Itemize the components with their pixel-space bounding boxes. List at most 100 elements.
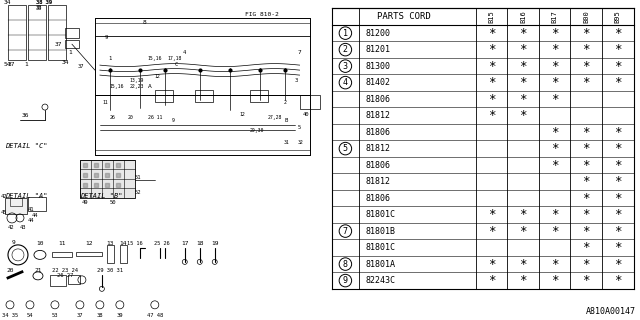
Text: DETAIL "C": DETAIL "C" <box>5 143 47 149</box>
Text: DETAIL "A": DETAIL "A" <box>5 193 47 199</box>
Text: *: * <box>551 43 558 56</box>
Text: 26 11: 26 11 <box>148 115 162 120</box>
Text: B15: B15 <box>488 10 495 23</box>
Text: *: * <box>614 142 621 155</box>
Text: *: * <box>614 27 621 40</box>
Text: 38 39: 38 39 <box>36 0 52 5</box>
Text: 33: 33 <box>36 5 42 10</box>
Text: 47 48: 47 48 <box>147 313 163 318</box>
Text: *: * <box>488 43 495 56</box>
Text: 9: 9 <box>12 240 16 245</box>
Text: 15,16: 15,16 <box>110 84 124 89</box>
Bar <box>8 5 26 60</box>
Text: B17: B17 <box>552 10 557 23</box>
Text: *: * <box>614 43 621 56</box>
Text: *: * <box>614 192 621 204</box>
Text: *: * <box>551 126 558 139</box>
Text: C: C <box>175 62 178 67</box>
Text: 37: 37 <box>8 62 15 67</box>
Text: *: * <box>551 159 558 172</box>
Text: *: * <box>551 208 558 221</box>
Bar <box>65 40 79 48</box>
Text: 34: 34 <box>62 60 69 65</box>
Text: 81402: 81402 <box>365 78 390 87</box>
Text: 18: 18 <box>196 241 204 246</box>
Text: 49: 49 <box>82 200 88 205</box>
Text: 26 27: 26 27 <box>57 273 73 278</box>
Bar <box>52 252 72 257</box>
Text: *: * <box>614 225 621 237</box>
Text: 42: 42 <box>8 225 15 230</box>
Text: 81801C: 81801C <box>365 243 395 252</box>
Text: 21: 21 <box>34 268 42 273</box>
Text: 4: 4 <box>343 78 348 87</box>
Text: *: * <box>614 175 621 188</box>
Bar <box>80 160 135 198</box>
Bar <box>120 245 127 263</box>
Text: *: * <box>488 109 495 122</box>
Text: 41: 41 <box>28 207 35 212</box>
Text: 81806: 81806 <box>365 161 390 170</box>
Text: 81806: 81806 <box>365 95 390 104</box>
Text: 29 30 31: 29 30 31 <box>97 268 123 273</box>
Text: B00: B00 <box>583 10 589 23</box>
Text: *: * <box>582 43 590 56</box>
Bar <box>10 198 22 206</box>
Text: 31: 31 <box>284 140 289 145</box>
Text: 45: 45 <box>1 210 8 215</box>
Text: 36: 36 <box>22 113 29 118</box>
Text: *: * <box>551 274 558 287</box>
Text: 1: 1 <box>343 28 348 38</box>
Text: 37: 37 <box>78 64 84 69</box>
Text: 11: 11 <box>58 241 66 246</box>
Text: 5: 5 <box>298 125 301 130</box>
Text: *: * <box>582 225 590 237</box>
Text: 11: 11 <box>103 100 109 105</box>
Text: 37: 37 <box>77 313 83 318</box>
Text: *: * <box>582 126 590 139</box>
Text: *: * <box>519 43 527 56</box>
Text: 27,28: 27,28 <box>268 115 282 120</box>
Text: 8: 8 <box>143 20 147 25</box>
Text: *: * <box>488 208 495 221</box>
Text: 15 16: 15 16 <box>127 241 143 246</box>
Text: *: * <box>614 208 621 221</box>
Text: 3: 3 <box>343 62 348 71</box>
Text: *: * <box>614 159 621 172</box>
Text: *: * <box>519 258 527 271</box>
Bar <box>28 5 46 60</box>
Text: 81200: 81200 <box>365 28 390 38</box>
Text: 12: 12 <box>155 74 161 79</box>
Text: 2: 2 <box>343 45 348 54</box>
Text: *: * <box>614 126 621 139</box>
Bar <box>68 275 80 284</box>
Text: *: * <box>614 258 621 271</box>
Text: 34: 34 <box>4 0 12 5</box>
Text: 4: 4 <box>183 50 186 55</box>
Text: FIG 810-2: FIG 810-2 <box>244 12 278 17</box>
Text: *: * <box>551 76 558 89</box>
Text: *: * <box>488 258 495 271</box>
Text: A: A <box>148 84 152 89</box>
Text: 14: 14 <box>119 241 127 246</box>
Text: 81812: 81812 <box>365 111 390 120</box>
Text: *: * <box>488 27 495 40</box>
Text: *: * <box>519 92 527 106</box>
Text: 25 26: 25 26 <box>154 241 170 246</box>
Text: 1: 1 <box>68 50 72 55</box>
Text: 12: 12 <box>85 241 93 246</box>
Text: *: * <box>519 274 527 287</box>
Text: 39: 39 <box>116 313 123 318</box>
Text: *: * <box>614 274 621 287</box>
Text: *: * <box>519 60 527 73</box>
Text: PARTS CORD: PARTS CORD <box>377 12 431 21</box>
Text: 9: 9 <box>105 35 108 40</box>
Text: 17: 17 <box>181 241 189 246</box>
Text: 52: 52 <box>135 190 141 195</box>
Text: 34 35: 34 35 <box>2 313 18 318</box>
Text: B: B <box>285 118 288 123</box>
Text: 13,19: 13,19 <box>130 78 144 83</box>
Text: 54: 54 <box>4 62 12 67</box>
Text: DETAIL "B": DETAIL "B" <box>80 193 122 199</box>
Text: 20: 20 <box>6 268 13 273</box>
